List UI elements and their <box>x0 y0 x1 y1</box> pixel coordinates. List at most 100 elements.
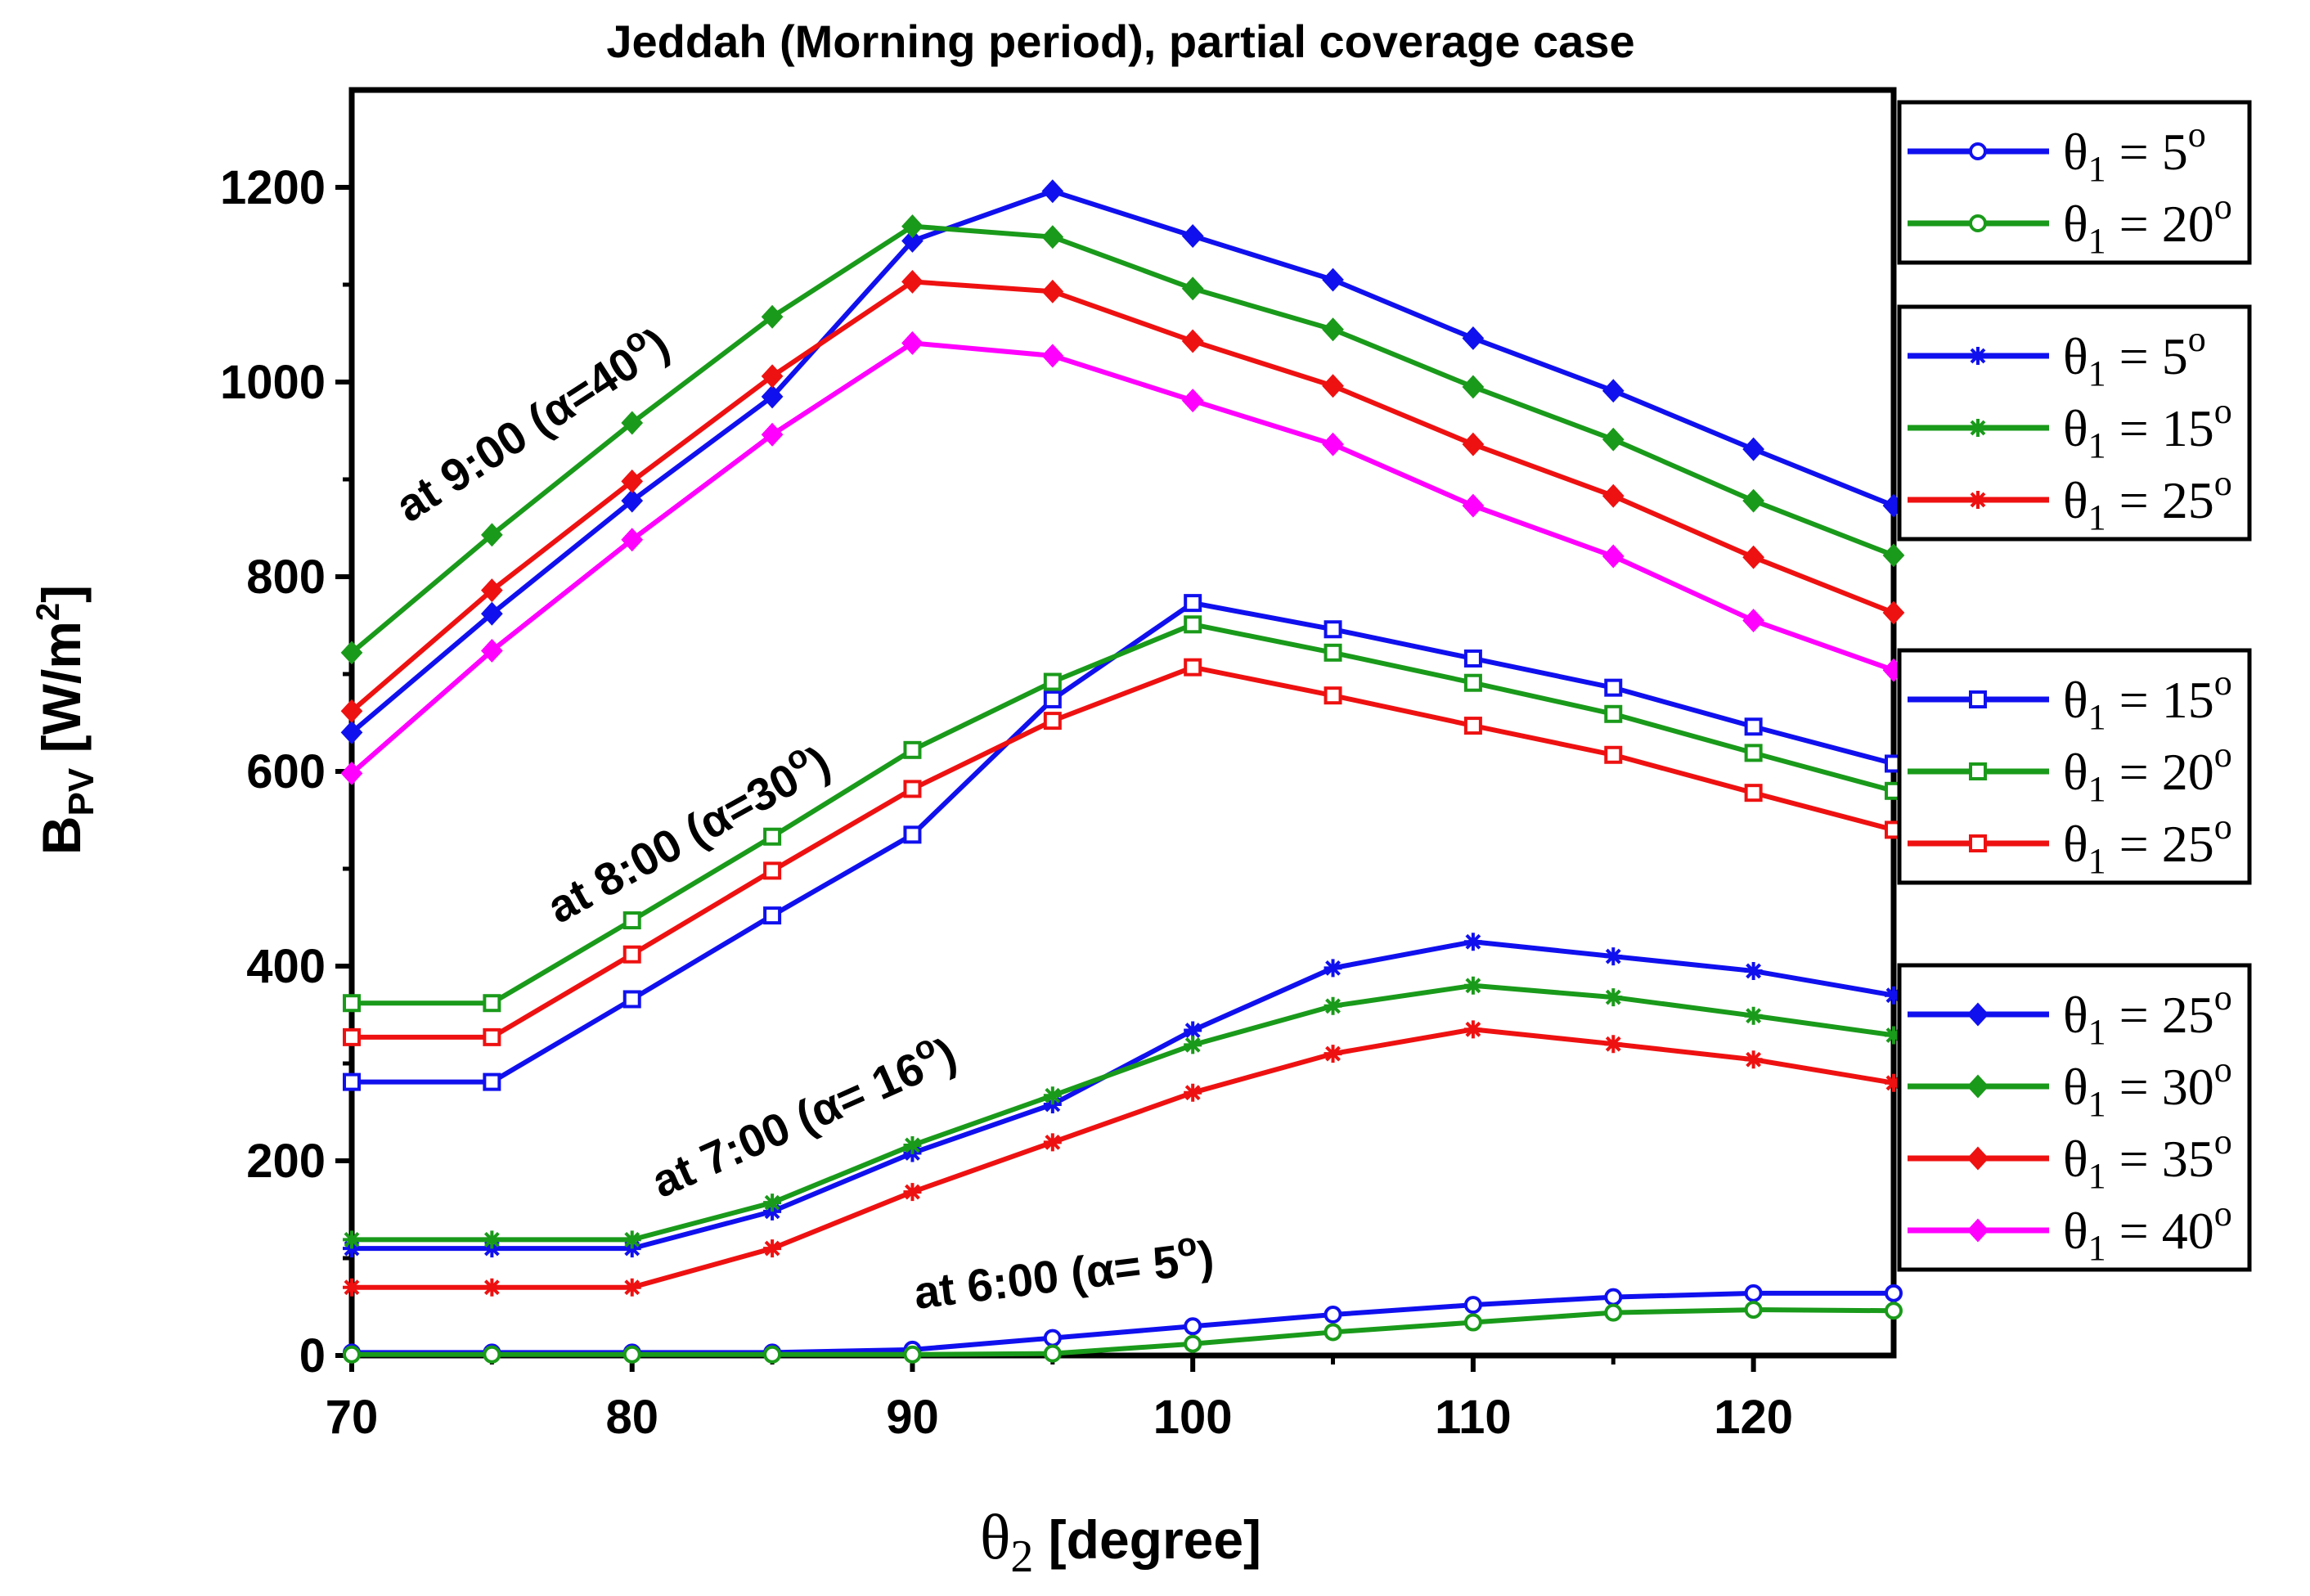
data-point <box>343 1230 361 1249</box>
legend-entry: θ1 = 15o <box>1908 663 2232 737</box>
x-tick-label: 90 <box>886 1391 939 1444</box>
series-800-theta20 <box>343 615 1903 1013</box>
data-point <box>1744 1284 1763 1302</box>
data-point <box>1463 649 1482 668</box>
data-point <box>1181 276 1204 301</box>
legend-label: θ1 = 20o <box>2063 735 2232 809</box>
data-point <box>1885 986 1903 1005</box>
data-point <box>903 1183 922 1202</box>
data-point <box>761 304 784 329</box>
series-line <box>352 1290 1894 1355</box>
legend-frame <box>1897 100 2252 265</box>
legend-marker <box>1969 142 1987 160</box>
data-point <box>1742 437 1764 461</box>
data-point <box>483 1230 501 1249</box>
data-point <box>1885 1302 1903 1320</box>
legend-marker <box>1969 834 1987 852</box>
data-point <box>1744 744 1763 762</box>
data-point <box>1742 488 1764 513</box>
data-point <box>1184 1083 1202 1102</box>
data-point <box>1322 432 1344 456</box>
x-tick-label: 70 <box>326 1391 379 1444</box>
data-point <box>1602 379 1625 403</box>
data-point <box>622 990 641 1009</box>
data-point <box>1043 712 1062 731</box>
legend-entry: θ1 = 15o <box>1908 391 2232 465</box>
data-point <box>483 994 501 1013</box>
legend-marker <box>1969 690 1987 708</box>
data-point <box>1041 279 1064 303</box>
data-point <box>1324 643 1342 662</box>
data-point <box>903 740 922 759</box>
data-point <box>1324 1323 1342 1342</box>
data-point <box>1322 267 1344 292</box>
data-point <box>763 1239 782 1258</box>
data-point <box>1744 961 1763 980</box>
data-point <box>1744 784 1763 802</box>
series-line <box>352 664 1894 1040</box>
legend-entry: θ1 = 30o <box>1908 1050 2232 1124</box>
data-point <box>340 761 363 785</box>
data-point <box>761 364 784 389</box>
legend-label: θ1 = 35o <box>2063 1122 2232 1196</box>
series-800-theta25 <box>343 658 1903 1046</box>
legend-entry: θ1 = 25o <box>1908 463 2232 537</box>
legend-label: θ1 = 40o <box>2063 1194 2232 1268</box>
data-point <box>1604 1035 1623 1054</box>
legend-entry: θ1 = 5o <box>1908 319 2206 393</box>
data-point <box>761 384 784 409</box>
series-line <box>350 188 1895 735</box>
annotation-a7: at 7:00 (α= 16o) <box>641 1022 964 1207</box>
data-point <box>621 469 644 493</box>
data-point <box>1043 1133 1062 1152</box>
data-point <box>622 1278 641 1297</box>
data-point <box>1882 600 1905 625</box>
data-point <box>1885 1073 1903 1092</box>
x-tick-label: 120 <box>1714 1391 1793 1444</box>
legend-label: θ1 = 30o <box>2063 1050 2232 1124</box>
data-point <box>481 523 503 547</box>
data-point <box>901 269 924 294</box>
legend-entry: θ1 = 5o <box>1908 115 2206 189</box>
data-point <box>340 699 363 723</box>
data-point <box>621 528 644 552</box>
series-line <box>350 223 1895 655</box>
y-tick-label: 1200 <box>220 161 326 214</box>
data-point <box>1604 988 1623 1007</box>
data-point <box>1181 329 1204 353</box>
legend-label: θ1 = 5o <box>2063 115 2206 189</box>
legend-label: θ1 = 25o <box>2063 463 2232 537</box>
data-point <box>1462 493 1485 518</box>
y-tick-label: 0 <box>299 1329 326 1382</box>
data-point <box>1322 317 1344 342</box>
x-tick-label: 100 <box>1153 1391 1233 1444</box>
legend-entry: θ1 = 35o <box>1908 1122 2232 1196</box>
data-point <box>340 641 363 665</box>
series-900-theta40 <box>340 330 1905 785</box>
x-tick-label: 80 <box>605 1391 658 1444</box>
series-700-theta15 <box>343 976 1903 1249</box>
data-point <box>621 488 644 513</box>
legend-label: θ1 = 25o <box>2063 978 2232 1052</box>
data-point <box>1463 976 1482 995</box>
data-point <box>903 1135 922 1154</box>
data-point <box>1744 1301 1763 1320</box>
y-tick-label: 800 <box>246 551 326 604</box>
y-tick-label: 600 <box>246 745 326 798</box>
data-point <box>1324 686 1342 705</box>
data-point <box>1041 179 1064 204</box>
data-point <box>1463 933 1482 951</box>
data-point <box>1184 594 1202 613</box>
data-point <box>1604 678 1623 697</box>
data-point <box>483 1278 501 1297</box>
series-800-theta15 <box>343 594 1903 1091</box>
legend-entry: θ1 = 40o <box>1908 1194 2232 1268</box>
data-point <box>1885 1026 1903 1045</box>
annotations: at 9:00 (α=40o)at 8:00 (α=30o)at 7:00 (α… <box>386 317 1216 1319</box>
y-tick-label: 200 <box>246 1135 326 1188</box>
data-point <box>1744 717 1763 736</box>
legend-marker <box>1966 1074 1989 1099</box>
